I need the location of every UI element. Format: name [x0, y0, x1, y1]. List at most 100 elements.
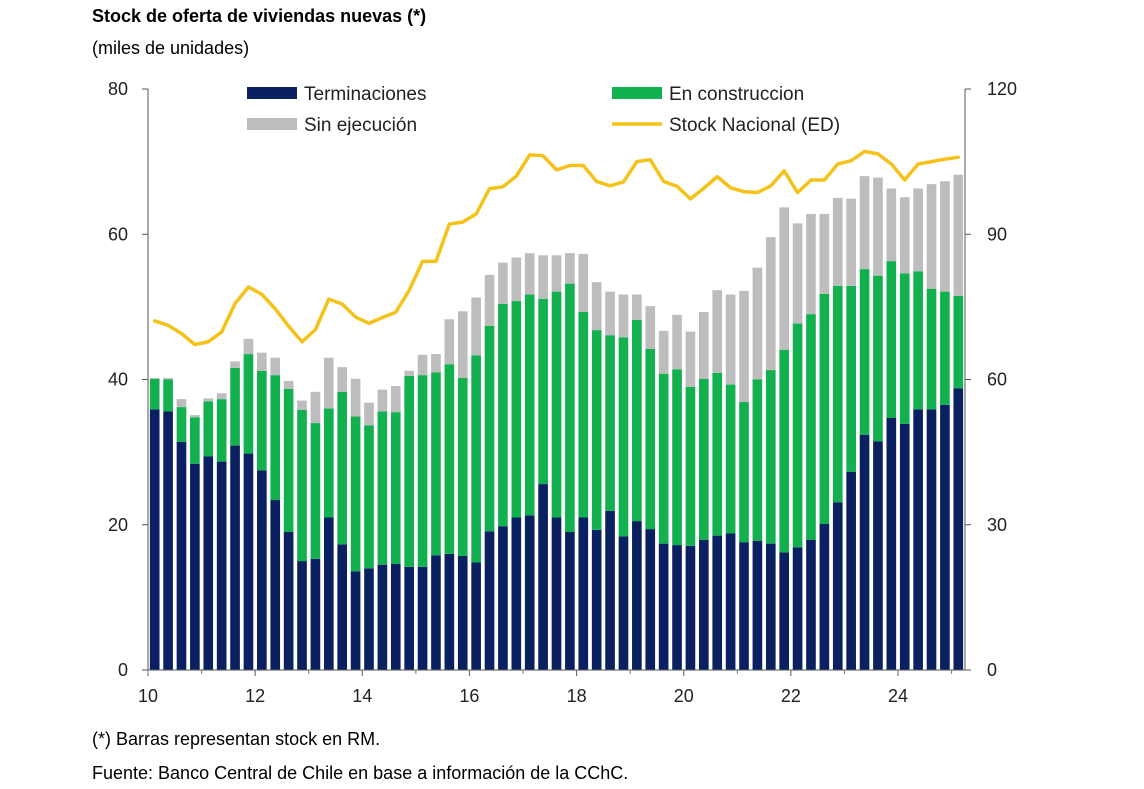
bar-sin-ejecuci-n-1	[163, 378, 173, 380]
bar-sin-ejecuci-n-44	[739, 290, 749, 403]
bar-en-construccion-21	[431, 372, 441, 556]
bar-terminaciones-3	[190, 463, 200, 670]
bar-terminaciones-44	[739, 542, 749, 670]
bar-terminaciones-27	[511, 517, 522, 670]
bar-sin-ejecuci-n-8	[257, 352, 267, 371]
bar-sin-ejecuci-n-4	[203, 398, 214, 402]
bar-terminaciones-1	[163, 411, 173, 670]
x-tick-label-12: 12	[245, 686, 265, 706]
bar-sin-ejecuci-n-2	[176, 399, 187, 408]
bar-sin-ejecuci-n-12	[310, 391, 321, 424]
bar-en-construccion-40	[685, 386, 696, 546]
bar-terminaciones-37	[645, 529, 656, 670]
bar-sin-ejecuci-n-58	[926, 184, 937, 289]
bar-terminaciones-29	[538, 484, 548, 670]
line-stock-nacional	[152, 149, 961, 347]
legend-label-en-construccion: En construccion	[669, 84, 804, 105]
bar-sin-ejecuci-n-15	[350, 378, 361, 417]
bar-sin-ejecuci-n-27	[511, 257, 522, 302]
bar-terminaciones-22	[444, 553, 455, 670]
bar-en-construccion-7	[243, 354, 254, 454]
bar-sin-ejecuci-n-18	[390, 386, 401, 413]
bar-sin-ejecuci-n-47	[779, 207, 790, 350]
bar-en-construccion-5	[216, 399, 227, 462]
bar-en-construccion-13	[323, 408, 334, 518]
bar-en-construccion-50	[819, 293, 830, 525]
bar-terminaciones-31	[565, 532, 575, 670]
bar-terminaciones-6	[230, 445, 240, 670]
bar-terminaciones-43	[725, 533, 736, 670]
source-note: Fuente: Banco Central de Chile en base a…	[92, 763, 629, 783]
bar-sin-ejecuci-n-32	[578, 253, 589, 312]
bar-en-construccion-22	[444, 364, 455, 554]
bar-terminaciones-51	[832, 502, 843, 670]
bar-terminaciones-18	[390, 563, 401, 670]
bar-terminaciones-55	[886, 417, 897, 670]
bar-sin-ejecuci-n-39	[672, 314, 682, 370]
bar-terminaciones-59	[940, 404, 950, 670]
bar-en-construccion-1	[163, 379, 173, 412]
bar-terminaciones-58	[926, 409, 937, 670]
x-tick-label-22: 22	[781, 686, 801, 706]
bar-en-construccion-31	[565, 283, 575, 533]
bar-terminaciones-0	[149, 409, 160, 670]
legend-label-stock-nacional-ed-: Stock Nacional (ED)	[669, 115, 840, 136]
bar-en-construccion-59	[940, 291, 950, 405]
bar-sin-ejecuci-n-49	[806, 213, 816, 315]
bar-terminaciones-60	[953, 388, 964, 670]
bar-sin-ejecuci-n-28	[524, 253, 535, 295]
bar-sin-ejecuci-n-14	[337, 367, 348, 392]
bar-en-construccion-47	[779, 349, 790, 553]
bar-sin-ejecuci-n-55	[886, 188, 897, 262]
bar-terminaciones-30	[551, 517, 562, 670]
bar-en-construccion-33	[591, 330, 602, 530]
bar-terminaciones-41	[699, 540, 709, 670]
bar-terminaciones-45	[752, 540, 763, 670]
bar-sin-ejecuci-n-57	[913, 188, 923, 272]
bar-terminaciones-40	[685, 545, 696, 670]
bar-terminaciones-35	[618, 536, 629, 670]
left-tick-label-0: 0	[118, 660, 128, 680]
bar-terminaciones-34	[605, 510, 615, 670]
bar-terminaciones-15	[350, 571, 361, 670]
legend-label-sin-ejecuci-n: Sin ejecución	[304, 115, 417, 136]
left-tick-label-40: 40	[108, 370, 128, 390]
bar-terminaciones-12	[310, 558, 321, 670]
bar-sin-ejecuci-n-24	[471, 297, 481, 356]
x-tick-label-10: 10	[138, 686, 158, 706]
bar-en-construccion-2	[176, 407, 187, 442]
bar-sin-ejecuci-n-59	[940, 181, 950, 292]
bar-sin-ejecuci-n-25	[484, 274, 495, 326]
bar-terminaciones-10	[283, 532, 294, 670]
legend-swatch-sin-ejecuci-n	[247, 118, 297, 130]
bar-sin-ejecuci-n-35	[618, 294, 629, 338]
bar-en-construccion-4	[203, 401, 214, 457]
bar-terminaciones-21	[431, 555, 441, 670]
bar-en-construccion-28	[524, 294, 535, 516]
left-tick-label-60: 60	[108, 224, 128, 244]
bar-sin-ejecuci-n-0	[149, 378, 160, 379]
bar-en-construccion-18	[390, 412, 401, 564]
bar-en-construccion-30	[551, 291, 562, 518]
bar-terminaciones-32	[578, 517, 589, 670]
bar-sin-ejecuci-n-9	[270, 357, 281, 376]
bar-sin-ejecuci-n-19	[404, 370, 414, 376]
left-tick-label-20: 20	[108, 515, 128, 535]
bar-en-construccion-9	[270, 375, 281, 501]
axes: 0 20 40 60 80 0 30 60 90 120 10 12 14 16 18 20 22 24	[108, 79, 1017, 706]
bar-sin-ejecuci-n-10	[283, 380, 294, 389]
bar-terminaciones-54	[873, 441, 883, 670]
legend-swatch-en-construccion	[612, 87, 662, 99]
bar-sin-ejecuci-n-52	[846, 198, 856, 286]
right-tick-label-30: 30	[987, 515, 1007, 535]
bar-sin-ejecuci-n-48	[792, 223, 803, 324]
bar-terminaciones-16	[364, 568, 374, 670]
bar-terminaciones-26	[498, 526, 508, 670]
bar-en-construccion-58	[926, 288, 937, 410]
bar-sin-ejecuci-n-46	[765, 237, 776, 371]
bar-terminaciones-17	[377, 564, 388, 670]
bar-sin-ejecuci-n-42	[712, 290, 723, 373]
x-tick-label-18: 18	[567, 686, 587, 706]
bar-en-construccion-55	[886, 261, 897, 418]
bar-terminaciones-28	[524, 515, 535, 670]
